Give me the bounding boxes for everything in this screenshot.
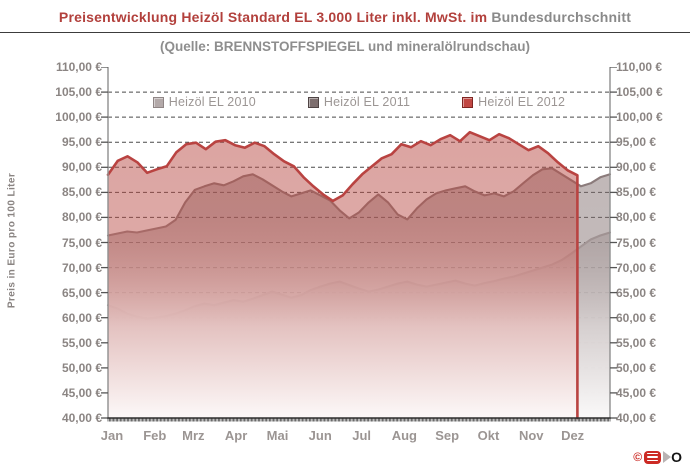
legend-marker-2012-icon [462,96,474,108]
y-tick-label-right: 45,00 € [616,385,657,400]
y-tick-label-right: 110,00 € [616,60,663,74]
chart-subtitle: (Quelle: BRENNSTOFFSPIEGEL und mineralöl… [159,39,531,54]
y-tick-label-right: 85,00 € [616,185,657,200]
y-tick-label-right: 65,00 € [616,285,657,300]
y-tick-label-left: 95,00 € [61,135,102,150]
y-tick-label-right: 55,00 € [616,335,657,350]
legend-item-2012: Heizöl EL 2012 [462,95,565,109]
brand-logo: © O [633,449,682,465]
y-tick-label-left: 75,00 € [61,235,102,250]
y-tick-label-right: 40,00 € [616,411,657,425]
brand-o-letter: O [671,449,682,465]
y-tick-label-left: 80,00 € [61,210,102,225]
x-tick-label: Dez [561,428,585,443]
x-tick-label: Sep [435,428,460,443]
x-tick-label: Mai [266,428,289,443]
y-tick-label-right: 60,00 € [616,310,657,325]
legend-marker-2011-icon [307,96,319,108]
chart-canvas [101,67,617,422]
brand-triangle-icon [663,451,672,463]
y-tick-label-right: 100,00 € [616,110,663,125]
x-tick-label: Aug [391,428,417,443]
y-tick-label-right: 50,00 € [616,360,657,375]
y-tick-label-right: 80,00 € [616,210,657,225]
x-tick-label: Nov [518,428,544,443]
legend-item-2010: Heizöl EL 2010 [152,95,256,109]
y-tick-label-right: 75,00 € [616,235,657,250]
chart-title-red: Preisentwicklung Heizöl Standard EL 3.00… [58,9,488,25]
x-tick-label: Jul [352,428,372,443]
y-tick-label-left: 55,00 € [61,335,102,350]
y-tick-label-left: 90,00 € [61,160,102,175]
y-tick-label-left: 45,00 € [61,385,102,400]
y-tick-label-right: 70,00 € [616,260,657,275]
x-tick-label: Mrz [182,428,205,443]
y-tick-label-left: 100,00 € [55,110,102,125]
y-tick-label-right: 95,00 € [616,135,657,150]
chart-title: Preisentwicklung Heizöl Standard EL 3.00… [0,9,690,25]
y-tick-label-right: 90,00 € [616,160,657,175]
legend-label-2011: Heizöl EL 2011 [323,95,411,109]
x-tick-label: Apr [224,428,248,443]
legend: Heizöl EL 2010 Heizöl EL 2011 Heizöl EL … [108,95,610,109]
y-tick-label-left: 40,00 € [61,411,102,425]
y-tick-label-left: 85,00 € [61,185,102,200]
y-tick-label-right: 105,00 € [616,85,663,100]
y-tick-label-left: 65,00 € [61,285,102,300]
x-tick-label: Okt [477,428,500,443]
legend-label-2012: Heizöl EL 2012 [478,95,566,109]
chart-title-gray: Bundesdurchschnitt [491,9,632,25]
legend-label-2010: Heizöl EL 2010 [168,95,256,109]
plot-area [100,67,618,425]
legend-item-2011: Heizöl EL 2011 [307,95,411,109]
y-tick-label-left: 70,00 € [61,260,102,275]
y-tick-label-left: 50,00 € [61,360,102,375]
title-divider [0,32,690,33]
y-axis-title: Preis in Euro pro 100 Liter [6,172,18,309]
x-tick-label: Jun [308,428,332,443]
brand-badge-icon [644,450,662,464]
x-tick-label: Feb [143,428,167,443]
legend-marker-2010-icon [152,96,164,108]
y-tick-label-left: 110,00 € [55,60,102,74]
y-tick-label-left: 105,00 € [55,85,102,100]
x-tick-label: Jan [100,428,124,443]
copyright-icon: © [633,450,643,464]
y-tick-label-left: 60,00 € [61,310,102,325]
